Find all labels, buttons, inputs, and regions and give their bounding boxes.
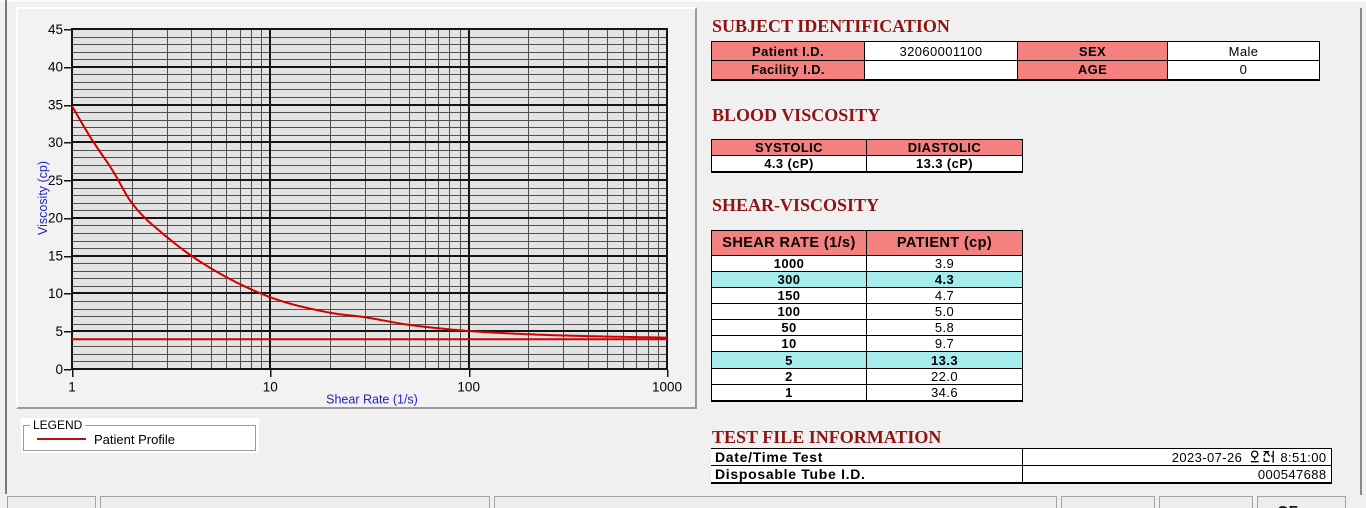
svg-text:10: 10 (263, 380, 278, 395)
svg-text:1: 1 (68, 380, 76, 395)
svg-text:30: 30 (48, 135, 63, 150)
svg-text:Shear Rate (1/s): Shear Rate (1/s) (326, 393, 418, 407)
svg-text:5: 5 (55, 324, 63, 339)
svg-text:45: 45 (48, 22, 63, 37)
svg-text:25: 25 (48, 173, 63, 188)
svg-text:100: 100 (457, 380, 480, 395)
svg-text:Viscosity (cp): Viscosity (cp) (36, 161, 50, 235)
svg-text:20: 20 (48, 211, 63, 226)
svg-text:40: 40 (48, 60, 63, 75)
svg-text:15: 15 (48, 249, 63, 264)
svg-text:1000: 1000 (652, 380, 682, 395)
svg-text:10: 10 (48, 286, 63, 301)
svg-text:0: 0 (55, 362, 63, 377)
svg-text:35: 35 (48, 97, 63, 112)
